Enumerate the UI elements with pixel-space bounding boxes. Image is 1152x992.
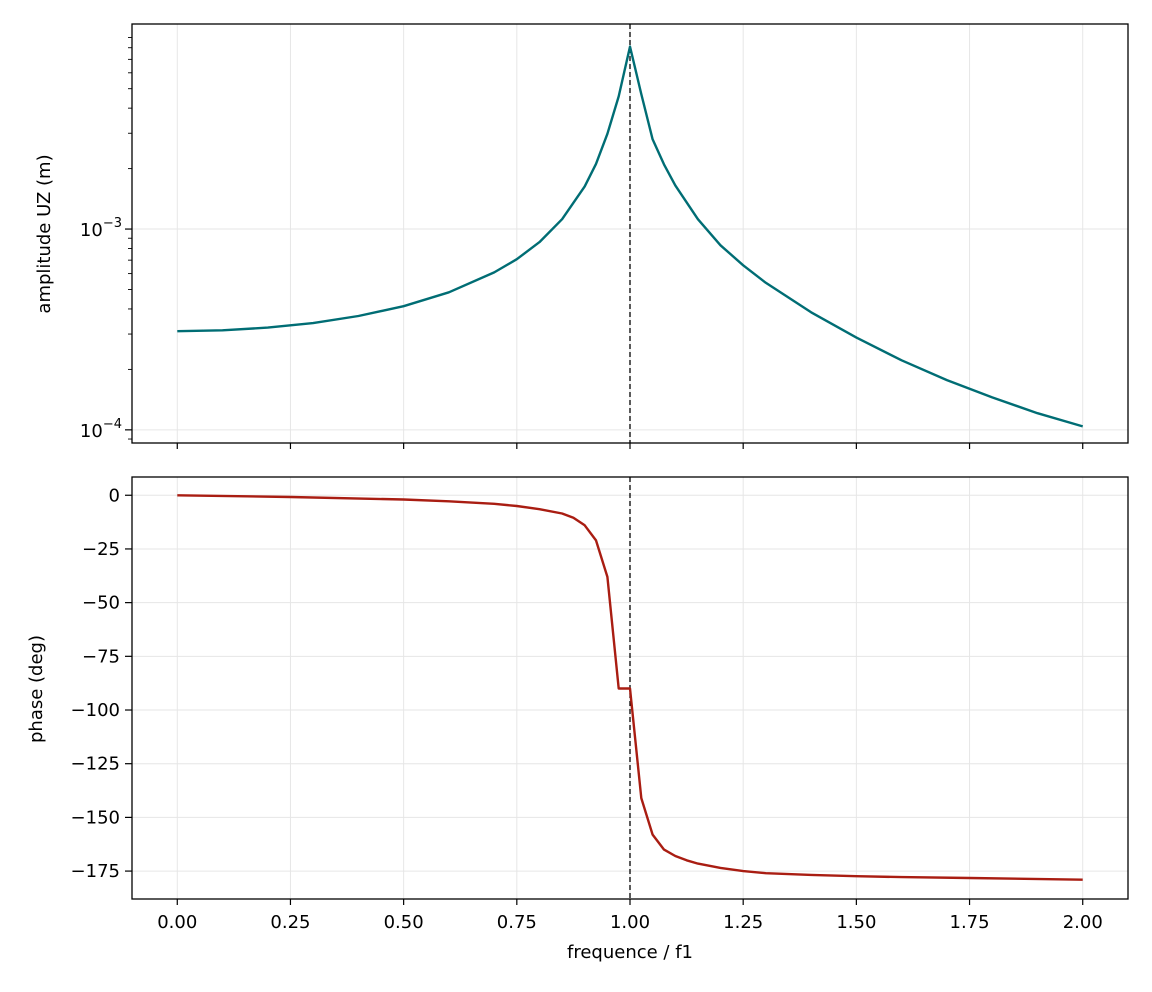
phase-y-tick-label: −75 bbox=[82, 646, 120, 667]
x-tick-label: 0.75 bbox=[497, 912, 537, 933]
phase-plot bbox=[177, 477, 1083, 899]
phase-panel: 0.00 0.25 0.50 0.75 1.00 1.25 1.50 1.75 2.00 0 −25… bbox=[26, 476, 1129, 963]
x-tick-label: 1.25 bbox=[723, 912, 763, 933]
x-tick-label: 0.25 bbox=[270, 912, 310, 933]
amplitude-plot bbox=[177, 24, 1084, 443]
amplitude-y-axis-label: amplitude UZ (m) bbox=[34, 154, 55, 313]
x-tick-label: 2.00 bbox=[1063, 912, 1103, 933]
phase-y-tick-label: −50 bbox=[82, 593, 120, 614]
x-tick-label: 1.00 bbox=[610, 912, 650, 933]
phase-y-tick-label: −125 bbox=[71, 754, 120, 775]
phase-y-axis-label: phase (deg) bbox=[26, 635, 47, 743]
x-axis-label: frequence / f1 bbox=[567, 942, 693, 963]
phase-y-tick-label: −25 bbox=[82, 539, 120, 560]
x-tick-label: 0.50 bbox=[384, 912, 424, 933]
amplitude-y-tick-label: 10−3 bbox=[80, 216, 122, 241]
x-tick-label: 1.50 bbox=[836, 912, 876, 933]
amplitude-panel: 10−3 10−4 amplitude UZ (m) bbox=[34, 23, 1129, 449]
phase-y-tick-label: −100 bbox=[71, 700, 120, 721]
amplitude-y-tick-label: 10−4 bbox=[80, 417, 122, 442]
x-tick-label: 1.75 bbox=[950, 912, 990, 933]
phase-y-tick-label: −175 bbox=[71, 861, 120, 882]
phase-y-tick-label: −150 bbox=[71, 807, 120, 828]
amplitude-ticks: 10−3 10−4 bbox=[80, 36, 1084, 449]
phase-series-line bbox=[177, 494, 1083, 881]
phase-ticks: 0.00 0.25 0.50 0.75 1.00 1.25 1.50 1.75 2.00 0 −25… bbox=[71, 485, 1103, 933]
phase-y-tick-label: 0 bbox=[109, 485, 120, 506]
amplitude-series-line bbox=[177, 45, 1084, 428]
x-tick-label: 0.00 bbox=[157, 912, 197, 933]
